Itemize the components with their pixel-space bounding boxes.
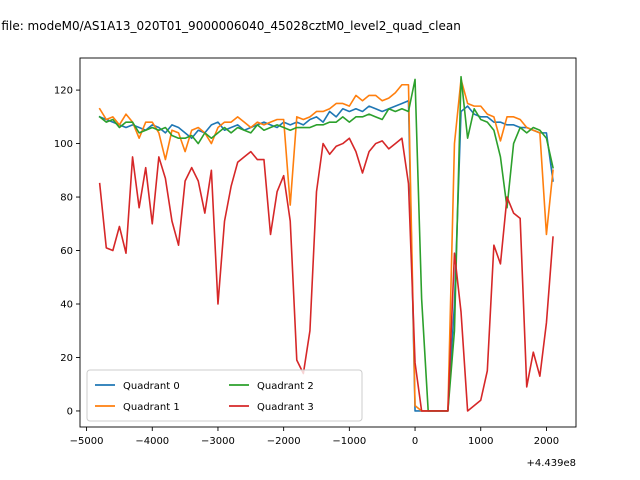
y-tick-label: 80 xyxy=(60,193,73,204)
x-tick-label: 1000 xyxy=(468,436,493,447)
y-tick-label: 120 xyxy=(54,86,73,97)
series-line-quadrant-3 xyxy=(98,137,554,412)
y-tick-label: 100 xyxy=(54,139,73,150)
x-tick-label: −1000 xyxy=(332,436,366,447)
series-layer xyxy=(98,75,554,412)
x-axis-offset-label: +4.439e8 xyxy=(526,458,576,469)
plot-area xyxy=(80,58,576,427)
axes-layer: −5000 −4000 −3000 −2000 −1000 0 1000 2000 0 20 40 6… xyxy=(54,57,577,447)
chart-title: n file: modeM0/AS1A13_020T01_9000006040_… xyxy=(0,19,461,33)
legend-label-quadrant-0: Quadrant 0 xyxy=(123,381,180,392)
series-line-quadrant-2 xyxy=(98,75,554,412)
x-tick-label: −5000 xyxy=(70,436,104,447)
y-tick-label: 60 xyxy=(60,246,73,257)
x-tick-label: 2000 xyxy=(534,436,559,447)
x-tick-label: −3000 xyxy=(201,436,235,447)
legend-label-quadrant-2: Quadrant 2 xyxy=(257,381,314,392)
y-tick-label: 0 xyxy=(67,406,73,417)
x-tick-label: 0 xyxy=(412,436,418,447)
legend: Quadrant 0 Quadrant 1 Quadrant 2 Quadrant 3 xyxy=(86,369,363,422)
x-tick-label: −4000 xyxy=(135,436,169,447)
x-tick-label: −2000 xyxy=(267,436,301,447)
y-tick-label: 40 xyxy=(60,300,73,311)
axes-frame xyxy=(79,57,577,428)
series-line-quadrant-1 xyxy=(98,78,554,412)
legend-label-quadrant-1: Quadrant 1 xyxy=(123,402,180,413)
y-tick-label: 20 xyxy=(60,353,73,364)
legend-label-quadrant-3: Quadrant 3 xyxy=(257,402,314,413)
legend-box xyxy=(86,369,363,422)
